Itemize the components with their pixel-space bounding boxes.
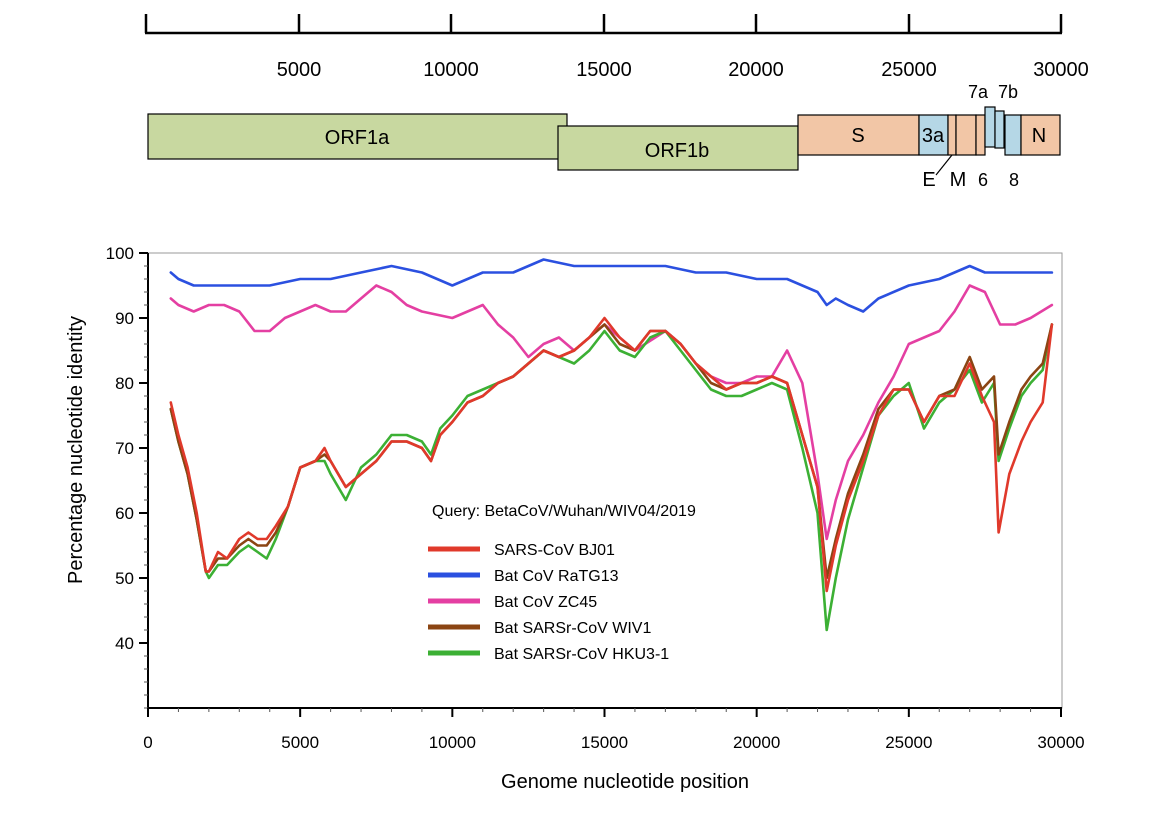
- gene-box-8: [1004, 114, 1022, 156]
- gene-box-orf1a: [147, 113, 568, 160]
- gene-label-orf1a: ORF1a: [325, 127, 390, 149]
- legend-label: SARS-CoV BJ01: [494, 542, 615, 559]
- legend: Query: BetaCoV/Wuhan/WIV04/2019 SARS-CoV…: [428, 503, 696, 663]
- gene-label-7a: 7a: [968, 82, 989, 102]
- ruler-tick-label: 10000: [423, 59, 479, 81]
- legend-label: Bat CoV ZC45: [494, 594, 597, 611]
- x-tick-label: 30000: [1037, 733, 1084, 752]
- gene-box-m: [955, 114, 977, 156]
- gene-label-n: N: [1032, 125, 1046, 147]
- ruler-tick-label: 20000: [728, 59, 784, 81]
- legend-label: Bat SARSr-CoV WIV1: [494, 620, 651, 637]
- x-tick-label: 0: [143, 733, 152, 752]
- x-tick-label: 15000: [581, 733, 628, 752]
- plot-frame: [147, 252, 1063, 709]
- x-tick-label: 25000: [885, 733, 932, 752]
- gene-label-e: E: [922, 169, 935, 191]
- ruler-tick-label: 5000: [277, 59, 322, 81]
- y-tick-label: 60: [115, 504, 134, 523]
- gene-label-s: S: [851, 125, 864, 147]
- gene-box-7a: [984, 106, 996, 148]
- y-tick-label: 90: [115, 309, 134, 328]
- series-line-bat-cov-ratg13: [169, 258, 1054, 313]
- y-axis-ticks: 40 50 60 70 80 90 100: [106, 244, 148, 709]
- y-tick-label: 40: [115, 634, 134, 653]
- gene-label-m: M: [950, 169, 967, 191]
- legend-title: Query: BetaCoV/Wuhan/WIV04/2019: [432, 503, 696, 520]
- gene-label-7b: 7b: [998, 82, 1018, 102]
- gene-label-orf1b: ORF1b: [645, 140, 709, 162]
- series-lines: [169, 258, 1054, 632]
- gene-box-7b: [994, 110, 1005, 149]
- gene-label-8: 8: [1009, 170, 1019, 190]
- gene-e-leader: [935, 154, 953, 176]
- legend-label: Bat CoV RaTG13: [494, 568, 619, 585]
- genome-map: 5000 10000 15000 20000 25000 30000 ORF1a ORF1b…: [144, 14, 1089, 191]
- y-tick-label: 100: [106, 244, 134, 263]
- ruler-tick-label: 30000: [1033, 59, 1089, 81]
- series-line-sars-cov-bj01: [169, 316, 1054, 593]
- legend-label: Bat SARSr-CoV HKU3-1: [494, 646, 669, 663]
- x-axis-ticks: 0 5000 10000 15000 20000 25000 30000: [143, 708, 1085, 752]
- gene-box-orf1b: [557, 125, 799, 171]
- ruler-tick-label: 15000: [576, 59, 632, 81]
- y-axis-label: Percentage nucleotide identity: [65, 316, 87, 584]
- x-axis-label: Genome nucleotide position: [501, 771, 749, 793]
- gene-box-n: [1020, 114, 1061, 156]
- gene-boxes: ORF1a ORF1b S 3a E M 6 7a 7b 8 N: [147, 82, 1061, 191]
- gene-box-e: [947, 114, 957, 156]
- gene-label-3a: 3a: [922, 125, 945, 147]
- gene-label-6: 6: [978, 170, 988, 190]
- y-tick-label: 70: [115, 439, 134, 458]
- y-tick-label: 50: [115, 569, 134, 588]
- x-tick-label: 20000: [733, 733, 780, 752]
- x-tick-label: 10000: [429, 733, 476, 752]
- genome-ruler: 5000 10000 15000 20000 25000 30000: [144, 14, 1089, 81]
- ruler-tick-label: 25000: [881, 59, 937, 81]
- x-tick-label: 5000: [281, 733, 319, 752]
- y-tick-label: 80: [115, 374, 134, 393]
- identity-plot: 40 50 60 70 80 90 100 0 5000 10000 15000 20000 2500…: [65, 244, 1085, 793]
- gene-box-6: [975, 114, 986, 156]
- series-line-bat-sarsr-cov-wiv1: [169, 323, 1054, 580]
